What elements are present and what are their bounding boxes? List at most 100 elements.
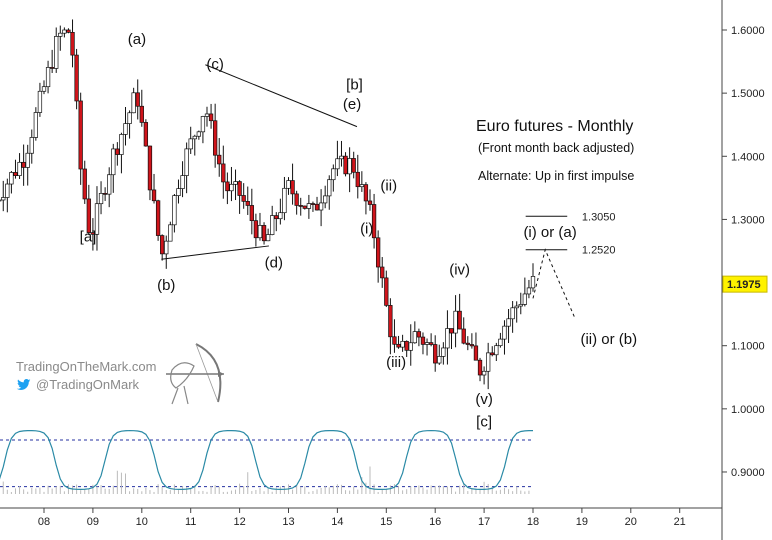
candle-down xyxy=(115,148,120,155)
candle-down xyxy=(253,220,259,239)
candle-down xyxy=(302,205,307,209)
candle-up xyxy=(54,36,59,69)
price-tick-label: 1.4000 xyxy=(731,151,765,163)
candle-down xyxy=(469,344,475,347)
candle-down xyxy=(457,310,462,330)
price-tick-label: 1.0000 xyxy=(731,404,765,416)
time-tick-label: 15 xyxy=(380,516,392,528)
candle-down xyxy=(290,180,295,195)
oscillator-panel xyxy=(0,429,534,494)
candle-down xyxy=(90,232,96,235)
candle-up xyxy=(514,305,519,309)
candle-up xyxy=(33,112,38,138)
candle-down xyxy=(70,32,75,56)
time-tick-label: 20 xyxy=(625,516,637,528)
candle-down xyxy=(21,161,26,168)
candle-down xyxy=(380,266,385,279)
candle-down xyxy=(404,340,409,351)
wave-labels: [a] (a) (b) (c) (d) [b] (e) (ii) (i) (iv) (iii) (v)… xyxy=(80,31,637,431)
candle-up xyxy=(229,183,234,192)
wave-label: [c] xyxy=(476,414,492,431)
oscillator-line xyxy=(0,429,534,491)
brand-handle: @TradingOnMark xyxy=(36,377,140,392)
chart-note: Alternate: Up in first impulse xyxy=(478,169,634,183)
candle-down xyxy=(433,344,438,364)
time-tick-label: 19 xyxy=(576,516,588,528)
current-price-tag xyxy=(722,275,768,293)
candle-down xyxy=(217,154,222,165)
time-tick-label: 16 xyxy=(429,516,441,528)
candle-up xyxy=(200,116,206,133)
wave-label: (d) xyxy=(265,254,283,271)
candle-up xyxy=(408,342,413,351)
candle-up xyxy=(318,202,324,211)
wave-label: (i) or (a) xyxy=(523,224,576,241)
candle-up xyxy=(510,307,515,320)
candle-up xyxy=(131,92,136,114)
candle-down xyxy=(473,345,479,361)
candle-down xyxy=(225,181,230,192)
candle-down xyxy=(314,203,320,211)
candle-up xyxy=(522,293,527,305)
candle-down xyxy=(384,277,389,306)
wave-label: (v) xyxy=(475,391,493,408)
candle-down xyxy=(371,204,377,239)
candle-up xyxy=(94,203,100,235)
candle-down xyxy=(213,120,218,156)
candlesticks xyxy=(0,19,536,390)
candle-down xyxy=(237,181,242,196)
candle-down xyxy=(392,336,397,345)
candle-up xyxy=(98,193,104,205)
archer-logo xyxy=(166,343,224,405)
candle-up xyxy=(123,123,128,135)
candle-up xyxy=(196,131,202,137)
time-tick-label: 21 xyxy=(674,516,686,528)
candle-down xyxy=(82,168,87,200)
candle-up xyxy=(127,112,132,124)
candle-up xyxy=(1,197,6,201)
candle-up xyxy=(107,174,112,195)
candle-up xyxy=(494,345,499,356)
candle-up xyxy=(424,342,430,345)
time-tick-label: 13 xyxy=(282,516,294,528)
candle-up xyxy=(335,158,340,170)
candle-down xyxy=(78,100,83,170)
candle-down xyxy=(147,145,153,191)
candle-up xyxy=(323,195,328,204)
wave-label: [b] xyxy=(346,76,363,93)
candle-down xyxy=(343,155,348,175)
candle-down xyxy=(396,343,401,348)
candle-up xyxy=(347,158,352,175)
candle-down xyxy=(151,189,157,202)
candle-down xyxy=(376,237,381,268)
wave-label: (c) xyxy=(206,56,224,73)
candle-up xyxy=(400,340,405,348)
candle-up xyxy=(502,325,507,340)
candle-up xyxy=(339,155,344,160)
candle-down xyxy=(249,205,254,222)
candle-up xyxy=(265,234,271,242)
price-tick-label: 1.5000 xyxy=(731,88,765,100)
candle-up xyxy=(58,32,63,37)
candle-up xyxy=(445,328,450,349)
candle-down xyxy=(416,331,422,338)
trendlines: 1.3050 1.2520 xyxy=(161,64,616,318)
wave-label: (ii) xyxy=(380,177,397,194)
candle-up xyxy=(486,352,491,372)
wave-label: (e) xyxy=(343,96,361,113)
wave-label: (b) xyxy=(157,277,175,294)
time-tick-label: 17 xyxy=(478,516,490,528)
candle-up xyxy=(192,135,197,140)
candle-down xyxy=(351,158,356,173)
candle-up xyxy=(9,172,14,185)
candle-down xyxy=(367,200,373,205)
candle-up xyxy=(257,225,263,239)
candle-up xyxy=(306,203,312,209)
candle-down xyxy=(490,352,495,356)
candle-down xyxy=(74,54,79,102)
target-label: 1.3050 xyxy=(582,211,616,223)
candle-down xyxy=(208,113,214,122)
candle-up xyxy=(17,161,22,176)
candle-down xyxy=(294,193,299,206)
